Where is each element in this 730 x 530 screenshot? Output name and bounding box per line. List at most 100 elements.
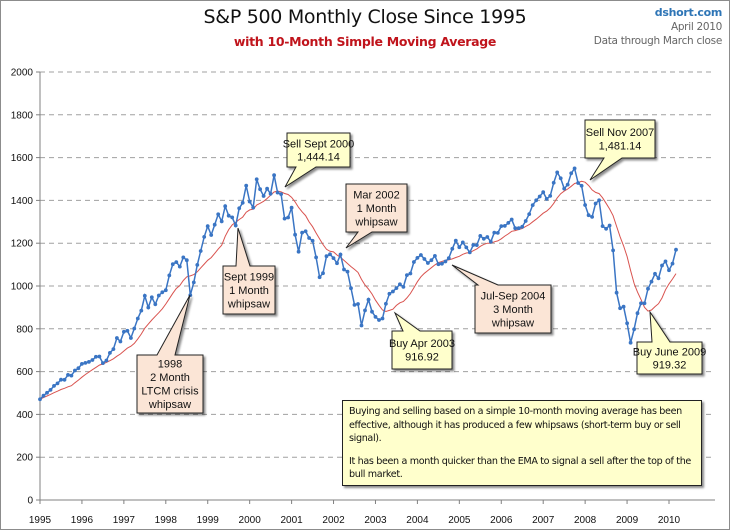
- price-point: [611, 248, 615, 253]
- price-point: [233, 223, 238, 228]
- callout-text-line: LTCM crisis: [141, 386, 199, 398]
- site-link[interactable]: dshort.com: [654, 6, 723, 19]
- price-point: [520, 224, 525, 229]
- price-point: [419, 253, 423, 257]
- price-point: [314, 255, 318, 260]
- price-point: [219, 219, 224, 224]
- price-point: [216, 212, 221, 217]
- price-point: [122, 329, 126, 334]
- price-point: [104, 358, 109, 363]
- price-point: [572, 166, 577, 171]
- price-point: [363, 308, 367, 313]
- price-point: [527, 212, 532, 217]
- price-point: [621, 304, 626, 309]
- price-point: [359, 323, 364, 328]
- price-point: [139, 308, 144, 313]
- price-point: [268, 191, 273, 196]
- x-tick-label: 2007: [532, 515, 555, 526]
- price-point: [265, 186, 269, 191]
- callout-box: [345, 183, 408, 249]
- price-point: [429, 258, 434, 263]
- sma-line: [39, 180, 677, 400]
- price-point: [307, 236, 311, 240]
- price-point: [405, 273, 409, 277]
- price-point: [474, 243, 479, 248]
- price-point: [635, 311, 640, 316]
- y-tick-label: 1400: [11, 196, 34, 207]
- callout-text-line: Buy Apr 2003: [389, 338, 455, 350]
- x-tick-label: 2001: [280, 515, 303, 526]
- price-point: [502, 224, 507, 228]
- y-tick-label: 1800: [11, 110, 34, 121]
- price-point: [670, 261, 675, 266]
- price-point: [90, 358, 95, 362]
- price-point: [590, 215, 594, 219]
- price-point: [544, 197, 549, 201]
- price-point: [537, 194, 542, 199]
- price-point: [293, 232, 297, 237]
- price-point: [412, 260, 416, 264]
- price-point: [226, 213, 231, 218]
- series: [38, 166, 678, 402]
- price-point: [586, 213, 591, 218]
- price-point: [506, 221, 511, 225]
- callout-box: [636, 310, 703, 375]
- price-point: [558, 176, 563, 181]
- price-point: [639, 301, 643, 306]
- price-point: [523, 219, 528, 223]
- price-point: [132, 326, 137, 331]
- y-tick-label: 400: [16, 410, 33, 421]
- callout-text-line: 3 Month: [493, 304, 533, 316]
- callout-buy-2003: [391, 311, 453, 370]
- price-point: [153, 302, 158, 307]
- price-point: [342, 267, 346, 272]
- price-point: [80, 362, 84, 366]
- x-axis-ticks: 1995 1996 1997 1998 1999 2000 2001 2002 2003 2004…: [29, 500, 681, 526]
- credits: dshort.com April 2010 Data through March…: [594, 6, 723, 48]
- price-point: [663, 259, 668, 264]
- price-point: [108, 351, 112, 355]
- price-point: [464, 245, 469, 250]
- price-point: [569, 171, 574, 176]
- price-point: [446, 256, 451, 260]
- price-point: [384, 301, 388, 306]
- price-point: [597, 198, 601, 203]
- price-point: [555, 170, 560, 175]
- price-point: [370, 309, 374, 314]
- callout-text-line: whipsaw: [354, 216, 397, 228]
- price-point: [282, 216, 287, 221]
- y-tick-label: 200: [16, 453, 33, 464]
- price-point: [653, 271, 657, 276]
- price-point: [450, 246, 455, 251]
- callout-text-line: 916.92: [405, 352, 439, 364]
- price-point: [387, 291, 392, 296]
- callout-box: [136, 294, 204, 414]
- x-tick-label: 2008: [574, 515, 597, 526]
- price-point: [76, 366, 81, 371]
- price-point: [321, 271, 325, 276]
- x-tick-label: 2005: [448, 515, 471, 526]
- x-tick-label: 1997: [113, 515, 136, 526]
- price-point: [667, 268, 671, 273]
- price-point: [426, 261, 430, 265]
- note-paragraph-2: It has been a month quicker than the EMA…: [349, 455, 691, 481]
- callout-sell-2000: [284, 132, 351, 188]
- callout-box: [391, 311, 453, 370]
- price-point: [338, 252, 343, 257]
- price-point: [289, 205, 294, 210]
- y-axis-ticks: 0 200 400 600 800 1000 1200 1400 1600 1800 2000: [11, 68, 40, 507]
- price-point: [149, 295, 154, 300]
- price-point: [303, 229, 308, 234]
- price-point: [457, 245, 462, 250]
- price-point: [335, 261, 339, 266]
- price-point: [38, 397, 42, 402]
- price-point: [111, 347, 116, 351]
- price-point: [530, 203, 535, 208]
- price-point: [45, 390, 49, 395]
- y-tick-label: 1200: [11, 239, 34, 250]
- callout-text-line: 1 Month: [357, 203, 397, 215]
- callout-box: [451, 264, 552, 334]
- y-tick-label: 1600: [11, 153, 34, 164]
- price-point: [625, 321, 629, 326]
